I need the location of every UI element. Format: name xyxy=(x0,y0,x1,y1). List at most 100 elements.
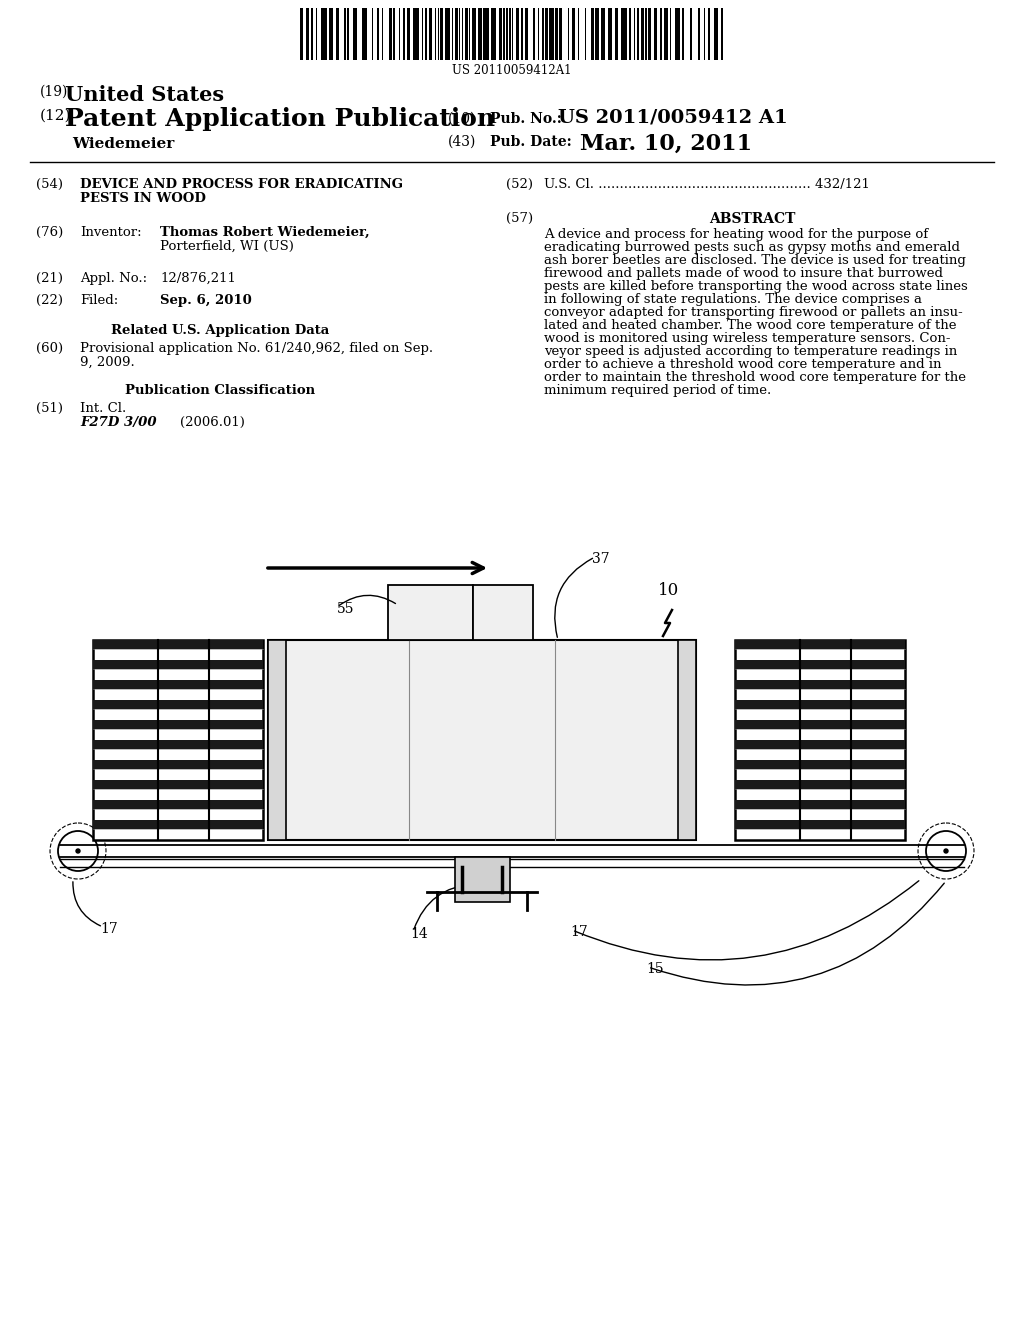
Bar xyxy=(689,8,692,59)
Bar xyxy=(93,780,263,789)
Bar xyxy=(329,8,333,59)
Text: (43): (43) xyxy=(449,135,476,149)
Bar xyxy=(621,8,627,59)
Text: Publication Classification: Publication Classification xyxy=(125,384,315,397)
Bar xyxy=(382,8,383,59)
Circle shape xyxy=(944,849,948,853)
Bar xyxy=(595,8,599,59)
Bar xyxy=(504,8,505,59)
Text: (12): (12) xyxy=(40,110,72,123)
Bar xyxy=(315,8,317,59)
Bar xyxy=(408,8,411,59)
Text: US 2011/0059412 A1: US 2011/0059412 A1 xyxy=(558,110,787,127)
Bar xyxy=(703,8,706,59)
Text: Pub. No.:: Pub. No.: xyxy=(490,112,562,125)
Text: Wiedemeier: Wiedemeier xyxy=(72,137,174,150)
Text: Porterfield, WI (US): Porterfield, WI (US) xyxy=(160,240,294,253)
Bar xyxy=(659,8,663,59)
Bar xyxy=(473,585,534,640)
Bar xyxy=(452,8,454,59)
Bar xyxy=(490,8,497,59)
Text: F27D 3/00: F27D 3/00 xyxy=(80,416,157,429)
Bar xyxy=(615,8,618,59)
Text: (21): (21) xyxy=(36,272,63,285)
Text: A device and process for heating wood for the purpose of: A device and process for heating wood fo… xyxy=(544,228,928,242)
Text: (51): (51) xyxy=(36,403,63,414)
Bar xyxy=(393,8,394,59)
Bar xyxy=(300,8,303,59)
Text: Mar. 10, 2011: Mar. 10, 2011 xyxy=(580,133,752,154)
Bar xyxy=(678,640,696,840)
Text: PESTS IN WOOD: PESTS IN WOOD xyxy=(80,191,206,205)
Bar xyxy=(559,8,562,59)
Bar xyxy=(578,8,580,59)
Text: (60): (60) xyxy=(36,342,63,355)
Text: ash borer beetles are disclosed. The device is used for treating: ash borer beetles are disclosed. The dev… xyxy=(544,253,966,267)
Text: lated and heated chamber. The wood core temperature of the: lated and heated chamber. The wood core … xyxy=(544,319,956,333)
Bar xyxy=(93,800,263,809)
Text: 37: 37 xyxy=(592,552,609,566)
Text: Pub. Date:: Pub. Date: xyxy=(490,135,571,149)
Bar xyxy=(422,8,423,59)
Bar xyxy=(585,8,587,59)
Text: 10: 10 xyxy=(658,582,679,599)
Bar xyxy=(437,8,439,59)
Bar xyxy=(506,8,508,59)
Text: wood is monitored using wireless temperature sensors. Con-: wood is monitored using wireless tempera… xyxy=(544,333,950,345)
Text: Patent Application Publication: Patent Application Publication xyxy=(65,107,496,131)
Text: order to maintain the threshold wood core temperature for the: order to maintain the threshold wood cor… xyxy=(544,371,966,384)
Bar xyxy=(444,8,451,59)
Bar xyxy=(93,741,263,748)
Text: (76): (76) xyxy=(36,226,63,239)
Bar xyxy=(534,8,535,59)
Bar xyxy=(483,8,489,59)
Bar xyxy=(525,8,527,59)
Bar xyxy=(344,8,346,59)
Bar xyxy=(735,640,905,649)
Bar xyxy=(512,8,513,59)
Text: Sep. 6, 2010: Sep. 6, 2010 xyxy=(160,294,252,308)
Bar xyxy=(477,8,482,59)
Bar xyxy=(434,8,436,59)
Bar xyxy=(682,8,684,59)
Text: United States: United States xyxy=(65,84,224,106)
Bar xyxy=(735,660,905,669)
Bar xyxy=(637,8,639,59)
Text: Appl. No.:: Appl. No.: xyxy=(80,272,147,285)
Bar xyxy=(630,8,631,59)
Text: 55: 55 xyxy=(337,602,354,616)
Bar xyxy=(93,820,263,829)
Bar xyxy=(336,8,339,59)
Text: (19): (19) xyxy=(40,84,69,99)
Text: pests are killed before transporting the wood across state lines: pests are killed before transporting the… xyxy=(544,280,968,293)
Text: (54): (54) xyxy=(36,178,63,191)
Bar xyxy=(641,8,644,59)
Bar xyxy=(516,8,519,59)
Bar xyxy=(389,8,391,59)
Bar xyxy=(735,800,905,809)
Text: 9, 2009.: 9, 2009. xyxy=(80,356,135,370)
Bar xyxy=(549,8,554,59)
Bar xyxy=(721,8,723,59)
Text: (57): (57) xyxy=(506,213,534,224)
Bar xyxy=(440,8,443,59)
Bar xyxy=(608,8,612,59)
Bar xyxy=(542,8,544,59)
Bar xyxy=(735,719,905,729)
Text: 12/876,211: 12/876,211 xyxy=(160,272,236,285)
Text: conveyor adapted for transporting firewood or pallets an insu-: conveyor adapted for transporting firewo… xyxy=(544,306,963,319)
Bar xyxy=(361,8,368,59)
Bar xyxy=(93,719,263,729)
Bar xyxy=(93,660,263,669)
Text: (22): (22) xyxy=(36,294,63,308)
Bar xyxy=(714,8,718,59)
Bar xyxy=(591,8,594,59)
Bar xyxy=(698,8,699,59)
Text: eradicating burrowed pests such as gypsy moths and emerald: eradicating burrowed pests such as gypsy… xyxy=(544,242,961,253)
Bar xyxy=(601,8,605,59)
Bar xyxy=(322,8,328,59)
Bar xyxy=(455,857,510,902)
Bar xyxy=(93,700,263,709)
Text: Int. Cl.: Int. Cl. xyxy=(80,403,126,414)
Bar xyxy=(388,585,473,640)
